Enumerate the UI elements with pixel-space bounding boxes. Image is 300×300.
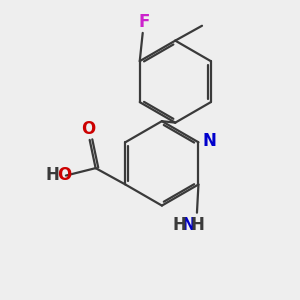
Text: N: N: [203, 132, 217, 150]
Text: O: O: [57, 166, 71, 184]
Text: F: F: [139, 13, 150, 31]
Text: H: H: [190, 216, 205, 234]
Text: O: O: [81, 121, 95, 139]
Text: H: H: [46, 166, 59, 184]
Text: N: N: [182, 216, 196, 234]
Text: H: H: [173, 216, 187, 234]
